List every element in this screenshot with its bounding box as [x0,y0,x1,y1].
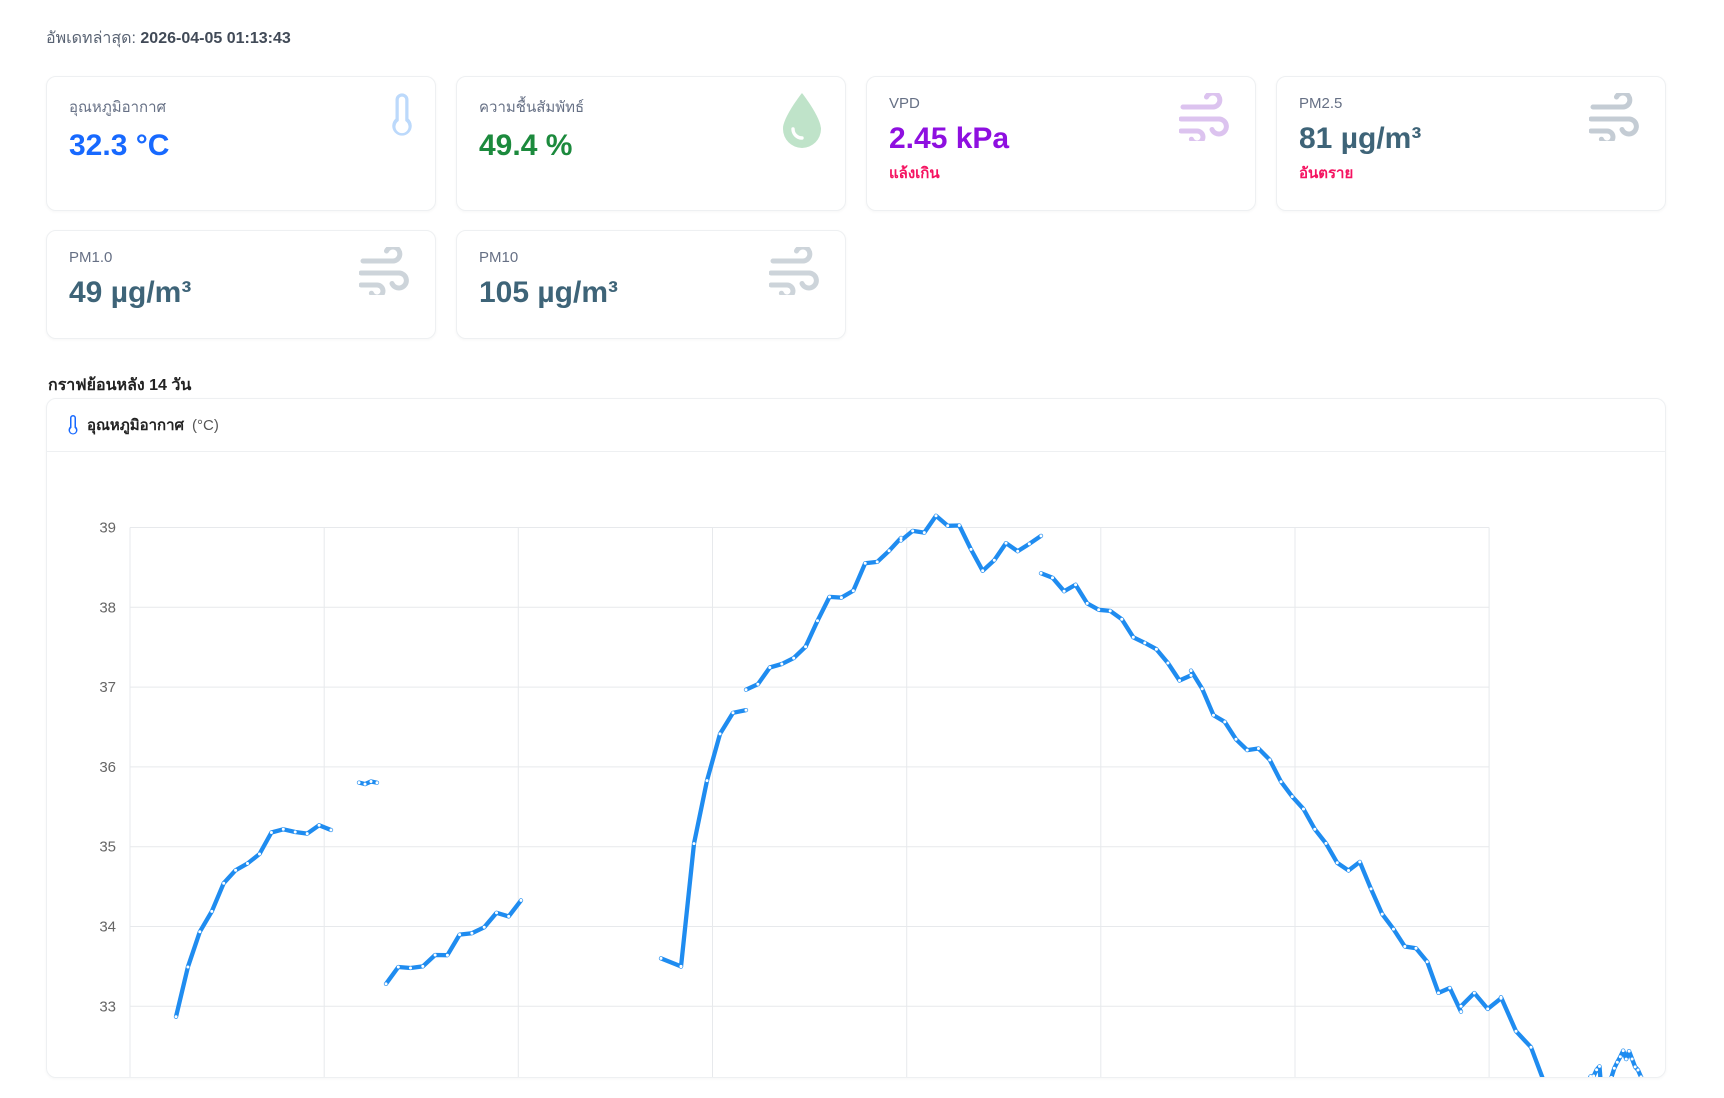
svg-text:35: 35 [99,839,116,856]
svg-text:38: 38 [99,599,116,616]
svg-text:36: 36 [99,759,116,776]
svg-text:33: 33 [99,998,116,1015]
svg-text:34: 34 [99,919,116,936]
svg-text:37: 37 [99,679,116,696]
svg-text:39: 39 [99,520,116,537]
